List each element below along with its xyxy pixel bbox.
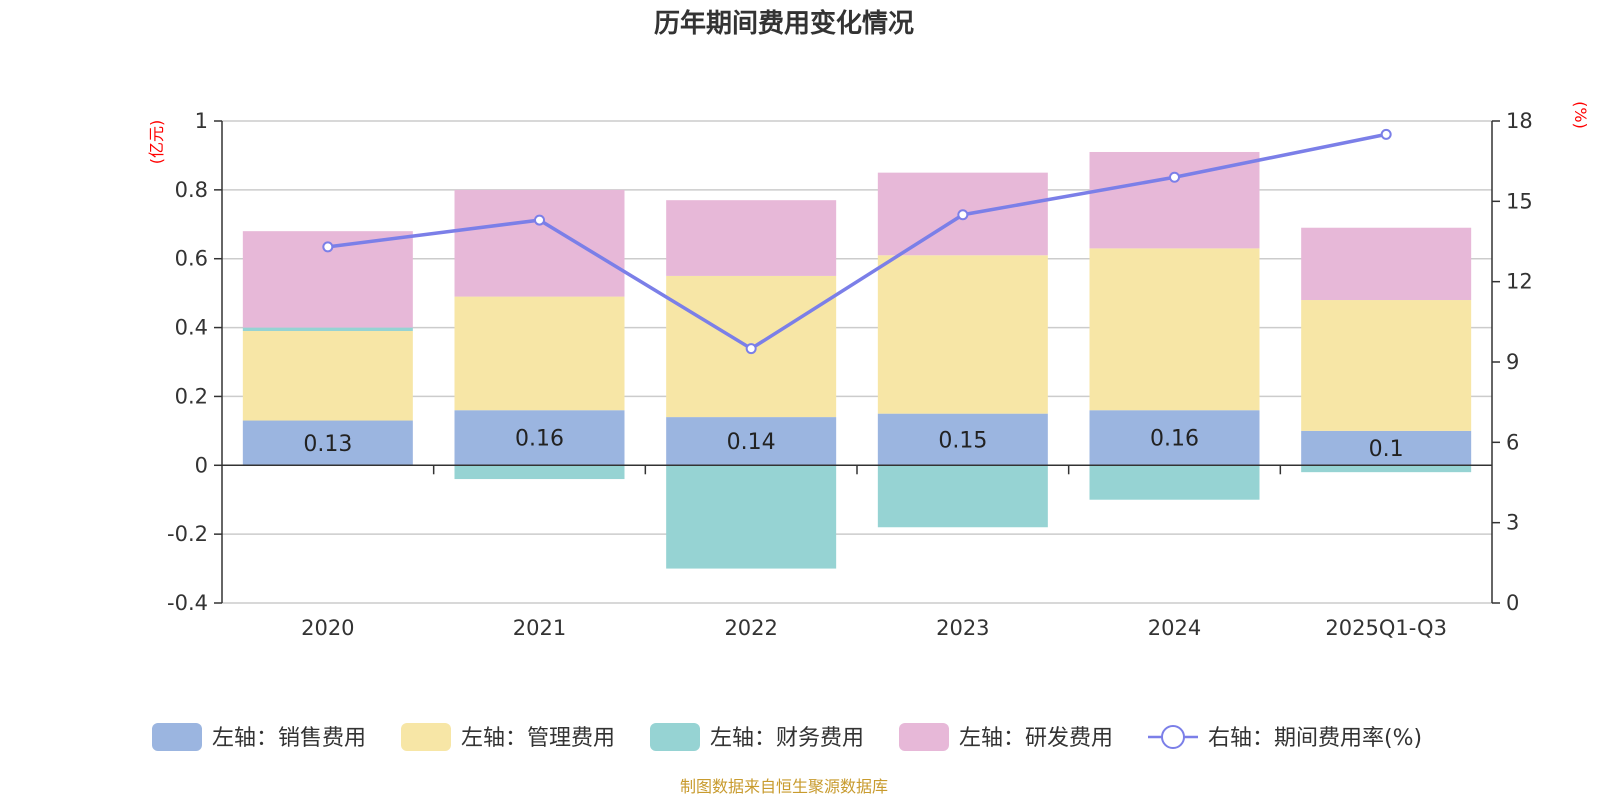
legend-label: 左轴：研发费用 xyxy=(959,726,1113,751)
rate-point xyxy=(1380,128,1392,140)
right-tick-label: 15 xyxy=(1506,189,1533,213)
bars xyxy=(242,151,1472,569)
data-label: 0.15 xyxy=(938,428,987,453)
bar-segment xyxy=(1089,248,1260,411)
chart-title: 历年期间费用变化情况 xyxy=(654,8,914,39)
right-tick-label: 18 xyxy=(1506,109,1533,133)
data-label: 0.14 xyxy=(727,430,776,455)
bar-segment xyxy=(1089,465,1260,500)
left-tick-label: 0.4 xyxy=(175,316,208,340)
legend-label: 左轴：财务费用 xyxy=(710,726,864,751)
bar-segment xyxy=(242,420,413,466)
category-label: 2020 xyxy=(301,616,354,640)
legend-label: 右轴：期间费用率(%) xyxy=(1208,726,1422,751)
right-axis-unit: (%) xyxy=(1571,101,1590,129)
rate-point xyxy=(534,214,545,226)
rate-line-path xyxy=(327,132,1387,351)
left-tick-label: -0.4 xyxy=(167,591,208,615)
legend: 左轴：销售费用 左轴：管理费用 左轴：财务费用 左轴：研发费用 右轴：期间费用率(%) xyxy=(152,723,1422,751)
bar-segment xyxy=(1301,465,1472,473)
data-label: 0.16 xyxy=(1150,427,1199,452)
bar-segment xyxy=(454,465,625,480)
rate-line xyxy=(322,128,1392,355)
bar-segment xyxy=(1301,300,1472,431)
left-tick-label: -0.2 xyxy=(167,522,208,546)
rate-point xyxy=(957,209,969,221)
category-label: 2024 xyxy=(1148,616,1201,640)
category-label: 2023 xyxy=(936,616,989,640)
legend-swatch xyxy=(650,723,700,751)
bar-segment xyxy=(877,413,1048,466)
bar-segment xyxy=(1301,227,1472,301)
rate-point xyxy=(1169,171,1180,183)
legend-swatch xyxy=(152,723,202,751)
category-label: 2025Q1-Q3 xyxy=(1325,616,1447,640)
category-label: 2022 xyxy=(724,616,777,640)
left-tick-label: 0 xyxy=(195,453,208,477)
legend-circle-swatch xyxy=(1161,725,1185,749)
bar-segment xyxy=(454,189,625,297)
axes: 1 0.8 0.6 0.4 0.2 0 -0.2 -0.4 18 15 12 9 6 3 0 2020 2021… xyxy=(167,109,1533,640)
data-label: 0.16 xyxy=(515,427,564,452)
left-tick-label: 1 xyxy=(195,109,208,133)
rate-point xyxy=(745,343,757,355)
right-tick-label: 9 xyxy=(1506,350,1519,374)
bar-segment xyxy=(242,327,413,332)
bar-segment xyxy=(877,465,1048,528)
bar-segment xyxy=(1301,430,1472,466)
right-tick-label: 0 xyxy=(1506,591,1519,615)
left-tick-label: 0.6 xyxy=(175,247,208,271)
data-labels: 0.13 0.16 0.14 0.15 0.16 0.1 xyxy=(303,427,1403,462)
legend-label: 左轴：管理费用 xyxy=(461,726,615,751)
bar-segment xyxy=(666,200,837,276)
bar-segment xyxy=(877,255,1048,414)
legend-swatch xyxy=(899,723,949,751)
bar-segment xyxy=(454,296,625,411)
right-tick-label: 6 xyxy=(1506,430,1519,454)
bar-segment xyxy=(1089,151,1260,249)
data-label: 0.13 xyxy=(303,432,352,457)
bar-segment xyxy=(1089,410,1260,466)
legend-label: 左轴：销售费用 xyxy=(212,726,366,751)
rate-point xyxy=(322,241,334,253)
right-tick-label: 12 xyxy=(1506,270,1533,294)
left-axis-unit: (亿元) xyxy=(147,120,166,165)
bar-segment xyxy=(666,465,837,569)
left-tick-label: 0.8 xyxy=(175,178,208,202)
bar-segment xyxy=(242,331,413,421)
gridlines xyxy=(222,120,1492,604)
right-tick-label: 3 xyxy=(1506,511,1519,535)
left-tick-label: 0.2 xyxy=(175,384,208,408)
source-note: 制图数据来自恒生聚源数据库 xyxy=(680,777,888,796)
bar-segment xyxy=(454,410,625,466)
legend-swatch xyxy=(401,723,451,751)
category-label: 2021 xyxy=(513,616,566,640)
data-label: 0.1 xyxy=(1369,437,1404,462)
bar-segment xyxy=(666,417,837,466)
